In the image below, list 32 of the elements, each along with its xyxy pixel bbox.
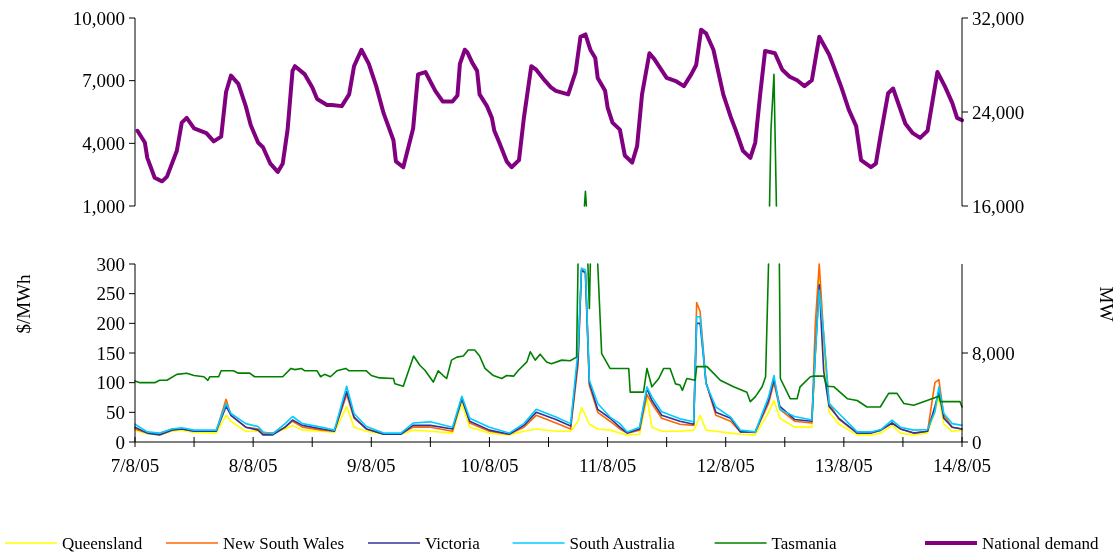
y-tick-label: 250 — [96, 283, 125, 305]
legend-label: South Australia — [569, 533, 676, 553]
x-tick-label: 14/8/05 — [932, 455, 992, 476]
y-tick-label: 50 — [106, 401, 125, 423]
y-tick-label: 7,000 — [82, 70, 125, 92]
x-tick-label: 11/8/05 — [578, 455, 637, 476]
y2-tick-label: 24,000 — [972, 101, 1025, 123]
legend-label: Queensland — [62, 533, 143, 553]
y-tick-label: 4,000 — [82, 132, 125, 154]
legend-label: New South Wales — [223, 533, 345, 553]
legend-label: Victoria — [425, 533, 481, 553]
x-tick-label: 12/8/05 — [696, 455, 755, 476]
y2-tick-label: 32,000 — [972, 7, 1025, 29]
y2-tick-label: 8,000 — [972, 342, 1015, 364]
legend-label: National demand — [982, 533, 1100, 553]
x-tick-label: 7/8/05 — [110, 455, 160, 476]
x-tick-label: 13/8/05 — [814, 455, 873, 476]
y-tick-label: 200 — [96, 312, 125, 334]
y2-tick-label: 16,000 — [972, 195, 1025, 217]
y-tick-label: 100 — [96, 372, 125, 394]
legend-label: Tasmania — [771, 533, 837, 553]
y-tick-label: 150 — [96, 342, 125, 364]
x-tick-label: 8/8/05 — [228, 455, 278, 476]
y-tick-label: 300 — [96, 253, 125, 275]
y2-tick-label: 0 — [972, 431, 982, 453]
y-tick-label: 0 — [115, 431, 125, 453]
y-axis-title: $/MWh — [13, 273, 34, 334]
x-tick-label: 9/8/05 — [347, 455, 396, 476]
y2-axis-title: MW — [1096, 286, 1113, 322]
y-tick-label: 1,000 — [82, 195, 125, 217]
y-tick-label: 10,000 — [72, 7, 125, 29]
x-tick-label: 10/8/05 — [460, 455, 519, 476]
